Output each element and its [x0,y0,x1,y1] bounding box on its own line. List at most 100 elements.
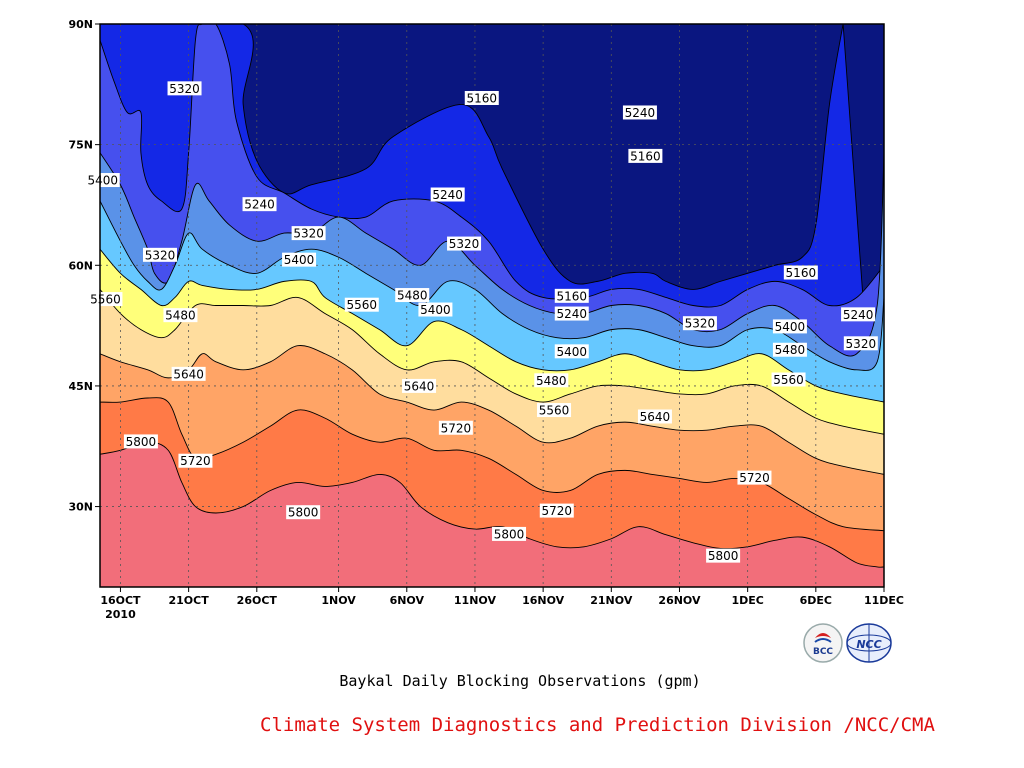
contour-label: 5640 [402,378,437,393]
contour-label-value: 5400 [284,253,315,267]
contour-label-box [447,236,482,251]
x-tick-label: 16NOV [522,594,565,607]
contour-label-box [771,372,806,387]
plot-frame [99,23,885,588]
contour-label-box [178,453,213,468]
x-tick-label: 26OCT [237,594,278,607]
contour-label-value: 5320 [169,82,200,96]
contour-label: 5560 [537,403,572,418]
contour-label: 5400 [418,302,453,317]
contour-label: 5640 [171,366,206,381]
contour-label-value: 5480 [536,374,567,388]
contour-label-value: 5480 [775,343,806,357]
contour-label-value: 5800 [708,549,739,563]
contour-label-value: 5560 [539,404,570,418]
contour-label-box [344,297,379,312]
contour-label-value: 5240 [432,188,463,202]
contour-label: 5320 [142,247,177,262]
contour-label-box [167,81,202,96]
contour-label-value: 5320 [685,317,716,331]
contour-label-value: 5160 [556,289,587,303]
contour-label-value: 5720 [441,421,472,435]
contour-label-value: 5640 [173,367,204,381]
contour-label-value: 5160 [786,266,817,280]
contour-label: 5320 [682,316,717,331]
contour-label: 5160 [628,148,663,163]
contour-label-value: 5400 [420,303,451,317]
contour-label-box [706,548,741,563]
x-tick-label: 11NOV [454,594,497,607]
contour-label-value: 5400 [556,345,587,359]
contour-label: 5560 [344,297,379,312]
contour-label: 5240 [622,105,657,120]
contour-label: 5720 [178,453,213,468]
contour-label-value: 5800 [288,506,319,520]
contour-label: 5400 [772,319,807,334]
contour-label-value: 5240 [625,106,656,120]
contour-label-box [395,288,430,303]
bcc-logo-text: BCC [813,647,833,657]
contour-label: 5320 [447,236,482,251]
contour-label-box [242,197,277,212]
contour-label: 5240 [242,197,277,212]
contour-label-box [554,288,589,303]
contour-label-box [628,148,663,163]
contour-label-box [682,316,717,331]
contour-label: 5320 [167,81,202,96]
contour-label-value: 5320 [449,237,480,251]
contour-label-box [783,265,818,280]
contour-label-value: 5240 [244,198,275,212]
contour-label-box [554,344,589,359]
contour-label-box [464,90,499,105]
contour-label-value: 5320 [293,227,324,241]
contour-label-value: 5240 [556,307,587,321]
contour-label-box [282,252,317,267]
contour-label-value: 5720 [180,454,211,468]
contour-label-box [402,378,437,393]
contour-label: 5720 [737,470,772,485]
contour-label: 5480 [534,373,569,388]
y-axis-ticks: 30N 45N 60N 75N 90N [68,18,100,514]
x-axis-ticks: 16OCT 21OCT 26OCT 1NOV 6NOV 11NOV 16NOV 21NOV 26… [100,587,904,621]
contour-label-box [554,306,589,321]
contour-label: 5320 [843,336,878,351]
contour-label-box [537,403,572,418]
contour-label: 5320 [291,226,326,241]
contour-label: 5480 [395,288,430,303]
footer-division-text: Climate System Diagnostics and Predictio… [260,714,935,736]
contour-label-value: 5320 [846,337,877,351]
contour-label: 5800 [706,548,741,563]
x-tick-label: 26NOV [658,594,701,607]
contour-label-box [772,319,807,334]
x-tick-label: 16OCT [100,594,141,607]
contour-label-value: 5240 [843,308,874,322]
contour-label-value: 5560 [90,293,121,307]
contour-label-value: 5480 [165,309,196,323]
y-tick-label: 45N [68,380,93,393]
contour-label: 5560 [771,372,806,387]
contour-label: 5240 [841,307,876,322]
ncc-logo-text: NCC [856,638,881,651]
contour-label-value: 5480 [397,289,428,303]
contour-label: 5720 [438,420,473,435]
contour-label-box [841,307,876,322]
contour-label: 5800 [492,526,527,541]
contour-label-value: 5160 [467,91,498,105]
x-tick-label: 6NOV [390,594,425,607]
contour-bands [100,24,884,587]
contour-label-box [123,434,158,449]
contour-label-box [291,226,326,241]
band-above-5800 [100,441,884,587]
contour-label-box [438,420,473,435]
contour-label: 5720 [539,503,574,518]
contour-label: 5800 [286,505,321,520]
ncc-logo: NCC [846,623,892,663]
contour-label-value: 5160 [630,149,661,163]
contour-label-box [85,173,120,188]
contour-label: 5480 [163,308,198,323]
contour-label-box [142,247,177,262]
contour-label-value: 5640 [404,379,435,393]
x-tick-label: 21NOV [590,594,633,607]
x-tick-label: 1NOV [321,594,356,607]
contour-label: 5640 [637,409,672,424]
